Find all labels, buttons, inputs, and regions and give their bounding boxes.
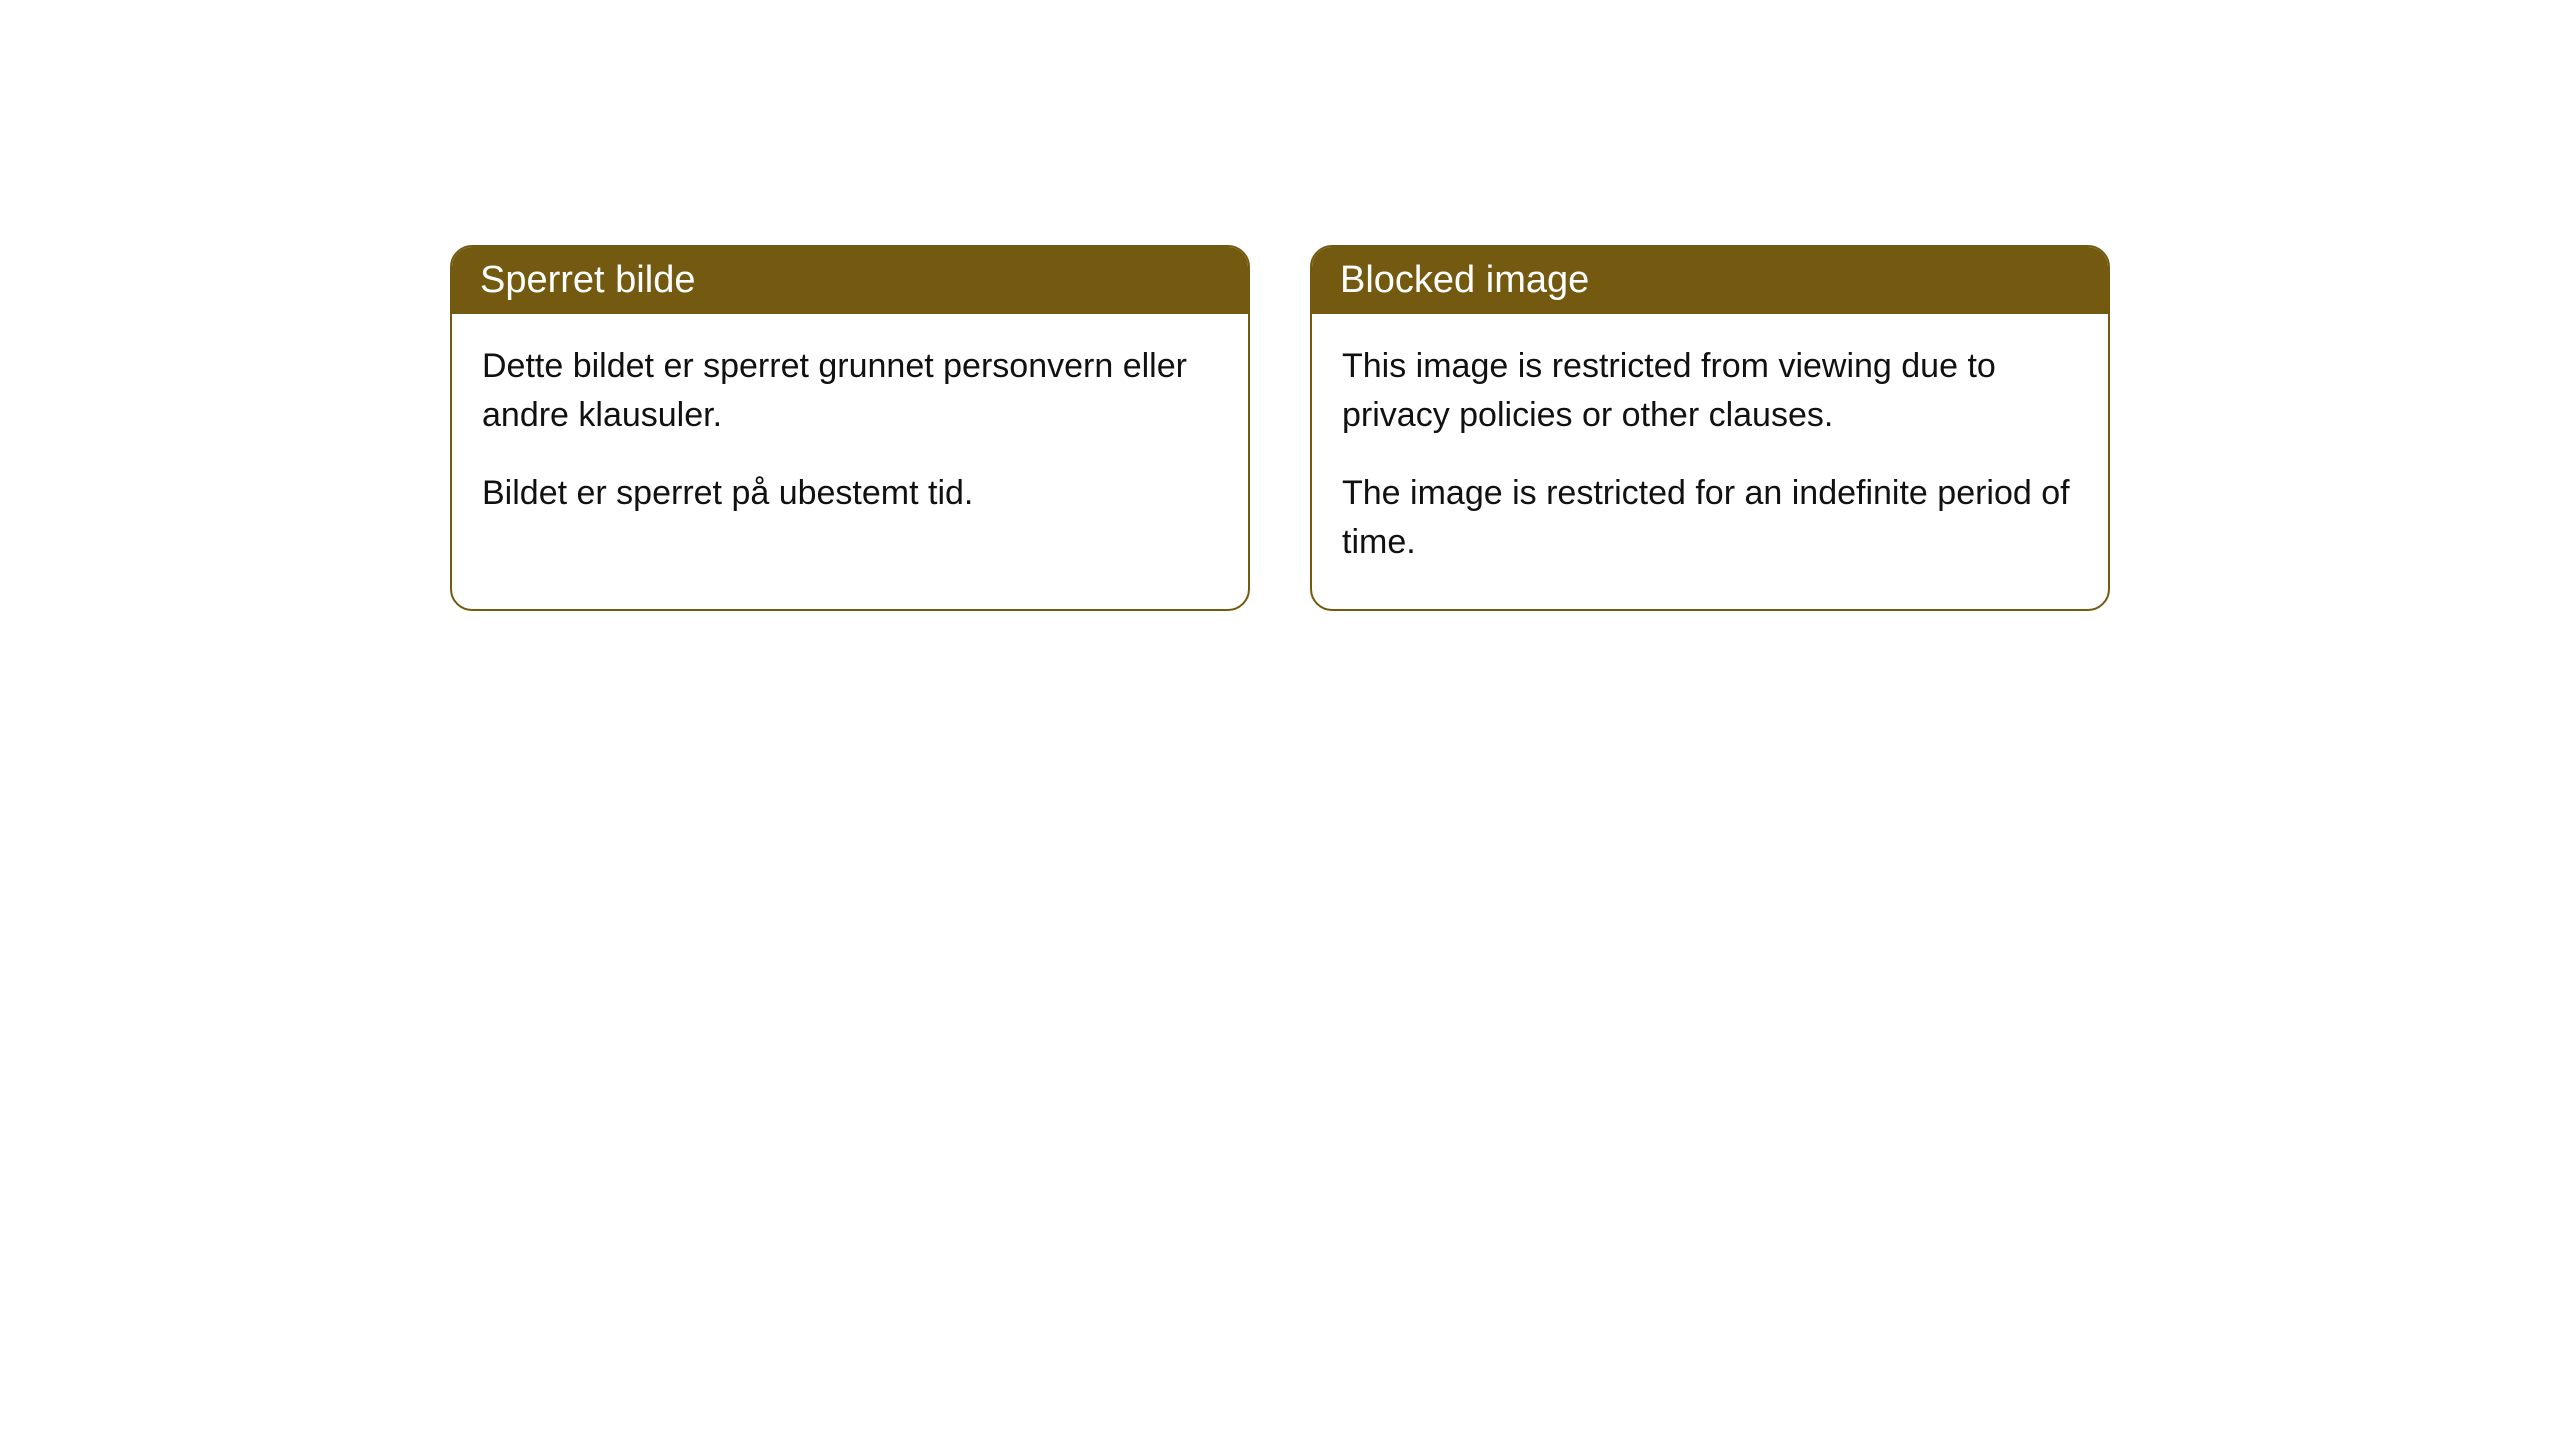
card-paragraph-1-english: This image is restricted from viewing du… <box>1342 342 2078 441</box>
card-paragraph-2-norwegian: Bildet er sperret på ubestemt tid. <box>482 469 1218 518</box>
card-title-english: Blocked image <box>1340 259 1589 301</box>
card-title-norwegian: Sperret bilde <box>480 259 695 301</box>
card-paragraph-1-norwegian: Dette bildet er sperret grunnet personve… <box>482 342 1218 441</box>
card-body-english: This image is restricted from viewing du… <box>1312 314 2108 609</box>
card-header-norwegian: Sperret bilde <box>452 247 1248 314</box>
blocked-image-card-english: Blocked image This image is restricted f… <box>1310 245 2110 611</box>
notice-cards-container: Sperret bilde Dette bildet er sperret gr… <box>450 245 2110 611</box>
card-paragraph-2-english: The image is restricted for an indefinit… <box>1342 469 2078 568</box>
card-body-norwegian: Dette bildet er sperret grunnet personve… <box>452 314 1248 560</box>
blocked-image-card-norwegian: Sperret bilde Dette bildet er sperret gr… <box>450 245 1250 611</box>
card-header-english: Blocked image <box>1312 247 2108 314</box>
